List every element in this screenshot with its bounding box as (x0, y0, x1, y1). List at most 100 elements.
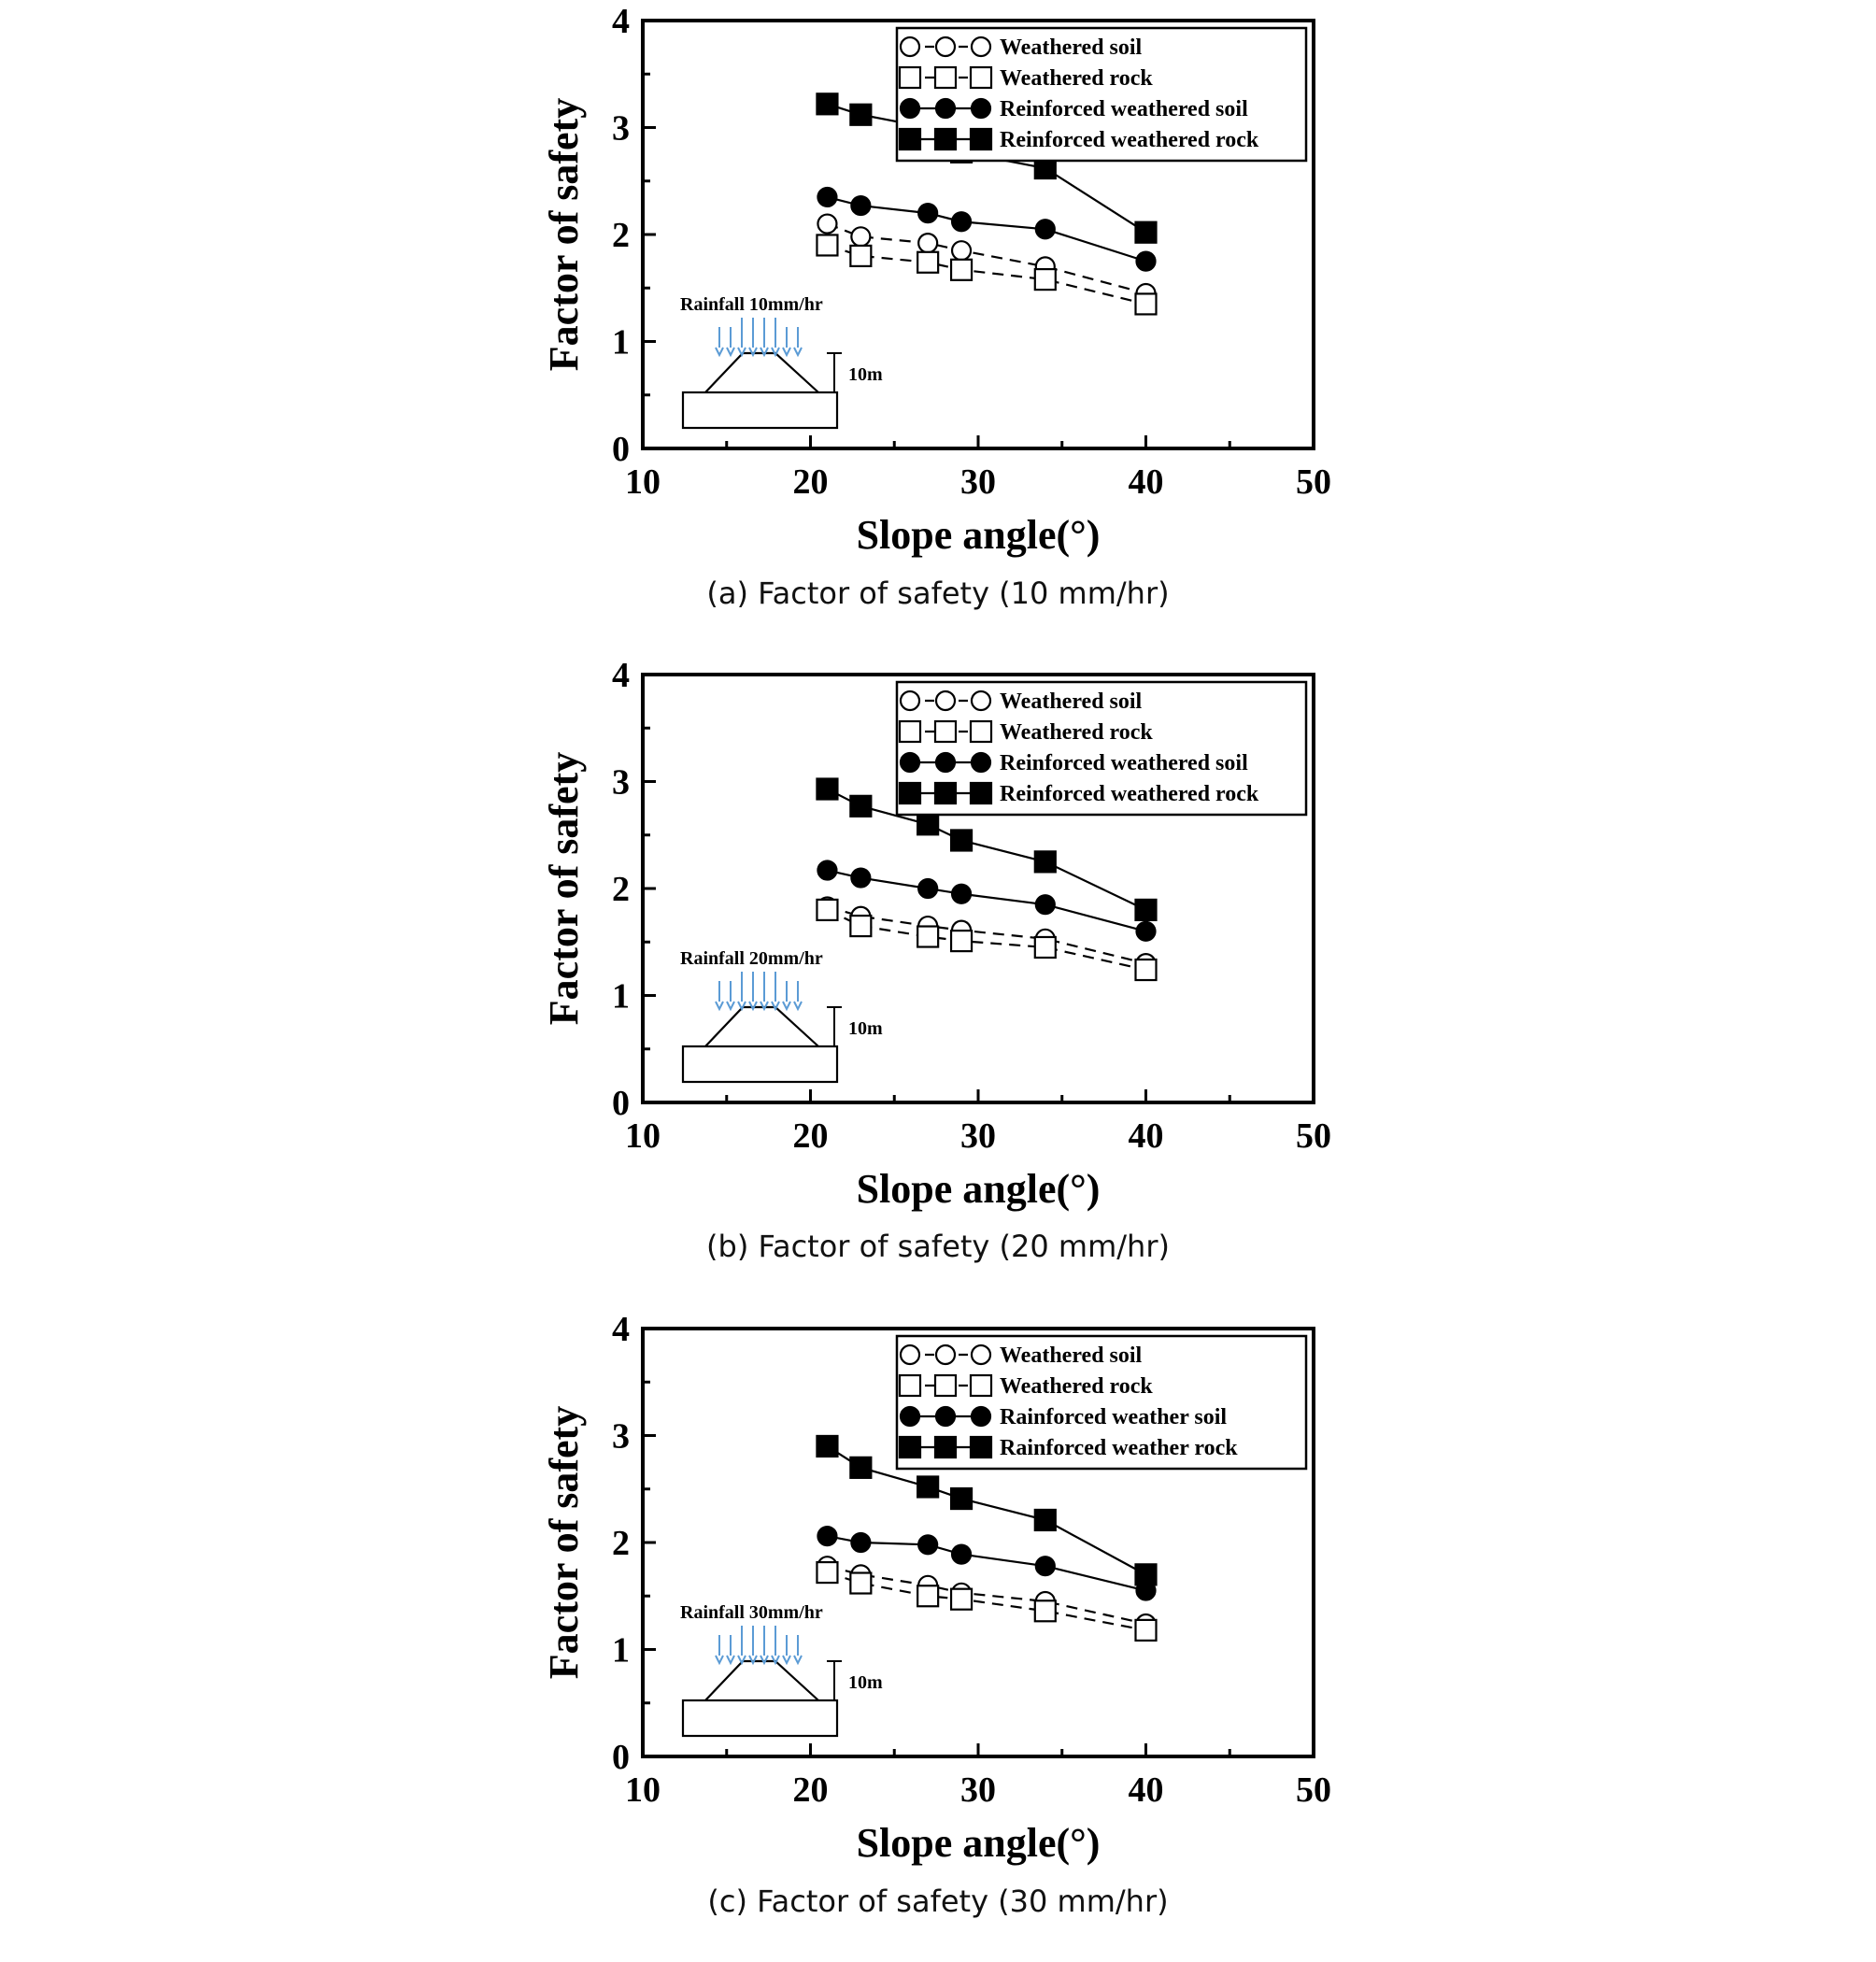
series-line (827, 244, 1146, 306)
series-line (826, 908, 1146, 972)
x-tick-label: 10 (625, 1116, 661, 1156)
series-weathered-soil (817, 213, 1157, 305)
y-tick-label: 0 (612, 430, 630, 469)
x-tick-label: 40 (1129, 462, 1164, 502)
x-tick-label: 20 (793, 1116, 829, 1156)
data-point (950, 240, 973, 262)
rain-arrow (737, 1626, 746, 1666)
legend-marker (898, 1435, 922, 1459)
series-weathered-rock (816, 1560, 1158, 1642)
rainfall-label: Rainfall 20mm/hr (680, 948, 823, 969)
caption-a: (a) Factor of safety (10 mm/hr) (706, 576, 1170, 611)
legend-marker (970, 690, 992, 712)
data-point (850, 194, 872, 217)
legend-marker (969, 781, 993, 805)
legend-marker (934, 1405, 957, 1428)
height-label: 10m (848, 364, 883, 385)
legend-marker (933, 719, 958, 744)
series-rainforced-weather-rock (816, 1434, 1158, 1586)
y-tick-label: 1 (612, 977, 630, 1017)
legend-marker (969, 65, 993, 90)
data-point (816, 1560, 839, 1585)
legend-label: Weathered soil (1000, 1344, 1143, 1368)
data-point (917, 877, 939, 900)
data-point (949, 1486, 974, 1511)
x-axis-title: Slope angle(°) (857, 1166, 1101, 1212)
data-point (950, 883, 973, 904)
data-point (1134, 958, 1158, 982)
series-line (827, 869, 1146, 932)
slope-inset: Rainfall 20mm/hr 10m (680, 948, 883, 1084)
data-point (1135, 250, 1157, 272)
slope-profile (704, 351, 819, 393)
data-point (1033, 1508, 1057, 1532)
series-line (827, 1535, 1146, 1592)
legend-label: Weathered soil (1000, 36, 1143, 60)
series-reinforced-weathered-soil (817, 186, 1157, 272)
legend-label: Rainforced weather rock (1000, 1436, 1238, 1460)
series-reinforced-weathered-soil (817, 860, 1157, 942)
legend-entry: Weathered rock (898, 719, 1153, 745)
data-point (849, 1571, 873, 1595)
legend-marker (970, 1344, 992, 1366)
legend-marker (899, 690, 921, 712)
data-point (917, 1585, 940, 1608)
legend-label: Weathered rock (1000, 66, 1153, 91)
x-tick-label: 30 (960, 462, 996, 502)
data-point (816, 898, 839, 921)
rain-arrow (760, 972, 769, 1012)
data-point (1034, 219, 1056, 240)
data-point (949, 1587, 974, 1611)
legend-label: Weathered rock (1000, 1374, 1153, 1399)
data-point (817, 186, 838, 208)
legend-entry: Weathered soil (899, 690, 1143, 714)
data-point (917, 1534, 939, 1556)
data-point (1034, 894, 1056, 916)
ground-block (681, 1699, 839, 1738)
data-point (1134, 1563, 1158, 1586)
rain-arrow (782, 327, 791, 358)
legend: Weathered soil Weathered rock Rainforced w… (895, 1334, 1308, 1471)
chart-a: 10 20 30 40 50 0 1 2 3 4 Slope angle(°) Factor of s… (541, 2, 1331, 558)
legend-marker (933, 65, 958, 90)
series-line (827, 222, 1146, 295)
caption-c: (c) Factor of safety (30 mm/hr) (707, 1884, 1169, 1919)
legend-marker (970, 751, 992, 774)
series-rainforced-weather-soil (817, 1526, 1157, 1601)
legend-marker (899, 751, 921, 774)
x-axis-title: Slope angle(°) (857, 512, 1101, 558)
x-tick-label: 30 (960, 1770, 996, 1810)
legend-label: Reinforced weathered soil (1000, 751, 1248, 775)
legend-marker (933, 127, 958, 151)
y-tick-label: 2 (612, 1524, 630, 1563)
data-point (849, 914, 873, 938)
rain-arrow (715, 981, 724, 1012)
legend-marker (898, 1373, 922, 1398)
data-point (950, 1543, 973, 1565)
data-point (949, 930, 974, 953)
legend-entry: Weathered soil (899, 36, 1143, 60)
data-point (917, 250, 940, 274)
rain-arrow (793, 981, 803, 1012)
legend-entry: Reinforced weathered soil (899, 97, 1248, 121)
slope-inset: Rainfall 10mm/hr 10m (680, 294, 883, 430)
data-point (1033, 1599, 1057, 1623)
rain-arrow (715, 327, 724, 358)
rain-arrow (771, 1626, 780, 1666)
rain-arrow (737, 972, 746, 1012)
series-reinforced-weathered-rock (816, 777, 1158, 921)
data-point (849, 1456, 873, 1479)
legend-marker (934, 751, 957, 774)
legend-marker (969, 127, 993, 151)
data-point (816, 234, 839, 257)
y-axis-title: Factor of safety (541, 98, 587, 371)
series-line (827, 905, 1146, 965)
y-tick-label: 2 (612, 870, 630, 909)
slope-inset: Rainfall 30mm/hr 10m (680, 1602, 883, 1738)
data-point (817, 1526, 838, 1547)
data-point (850, 1531, 872, 1554)
rain-arrow (760, 318, 769, 358)
legend-label: Reinforced weathered soil (1000, 97, 1248, 121)
data-point (816, 1434, 839, 1458)
y-tick-label: 4 (612, 1310, 630, 1349)
